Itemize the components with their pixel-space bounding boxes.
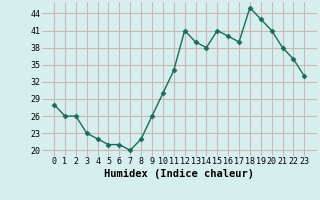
X-axis label: Humidex (Indice chaleur): Humidex (Indice chaleur) [104, 169, 254, 179]
